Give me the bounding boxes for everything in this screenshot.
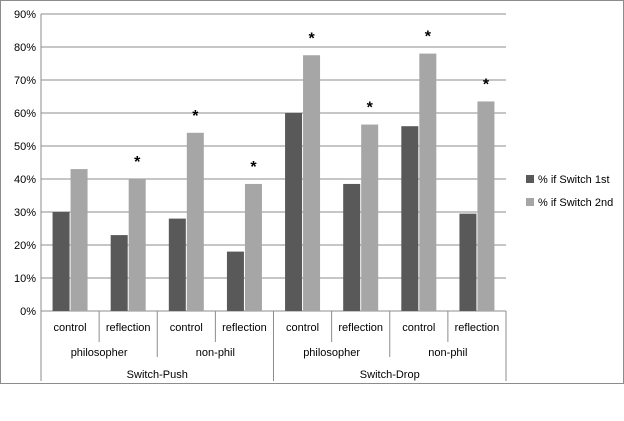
category-label: control xyxy=(170,322,203,334)
bar-switch-2nd xyxy=(186,132,204,311)
y-tick-label: 0% xyxy=(20,306,36,318)
bar-switch-1st xyxy=(459,213,477,311)
category-label: control xyxy=(402,322,435,334)
legend-label: % if Switch 2nd xyxy=(538,197,613,209)
y-tick-label: 80% xyxy=(14,42,36,54)
category-label: reflection xyxy=(222,322,267,334)
bar-switch-2nd xyxy=(128,179,146,311)
bar-switch-2nd xyxy=(303,55,321,311)
bar-switch-2nd xyxy=(70,169,88,311)
bar-switch-1st xyxy=(343,183,361,311)
significance-marker: * xyxy=(192,108,199,125)
supergroup-label: Switch-Drop xyxy=(360,369,420,381)
group-label: non-phil xyxy=(196,347,235,359)
bar-switch-1st xyxy=(110,235,128,311)
y-tick-label: 20% xyxy=(14,240,36,252)
legend-swatch xyxy=(526,198,534,206)
bar-switch-1st xyxy=(52,212,70,311)
y-tick-label: 50% xyxy=(14,141,36,153)
significance-marker: * xyxy=(425,29,432,46)
category-label: reflection xyxy=(338,322,383,334)
y-tick-label: 30% xyxy=(14,207,36,219)
significance-marker: * xyxy=(308,30,315,47)
category-label: control xyxy=(54,322,87,334)
bar-switch-1st xyxy=(285,113,303,311)
significance-marker: * xyxy=(483,76,490,93)
y-tick-label: 70% xyxy=(14,75,36,87)
bar-switch-2nd xyxy=(244,183,262,311)
y-tick-label: 60% xyxy=(14,108,36,120)
bar-switch-2nd xyxy=(477,101,495,311)
category-label: reflection xyxy=(106,322,151,334)
y-tick-label: 90% xyxy=(14,9,36,21)
category-label: reflection xyxy=(455,322,500,334)
group-label: philosopher xyxy=(303,347,360,359)
bar-switch-1st xyxy=(401,126,419,311)
y-tick-label: 10% xyxy=(14,273,36,285)
supergroup-label: Switch-Push xyxy=(127,369,188,381)
significance-marker: * xyxy=(250,159,257,176)
category-label: control xyxy=(286,322,319,334)
significance-marker: * xyxy=(367,100,374,117)
bar-switch-1st xyxy=(226,251,244,311)
y-tick-label: 40% xyxy=(14,174,36,186)
bar-switch-1st xyxy=(168,218,186,311)
legend-swatch xyxy=(526,175,534,183)
group-label: philosopher xyxy=(71,347,128,359)
legend-label: % if Switch 1st xyxy=(538,174,610,186)
bar-switch-2nd xyxy=(361,124,379,311)
bar-switch-2nd xyxy=(419,53,437,311)
significance-marker: * xyxy=(134,154,141,171)
group-label: non-phil xyxy=(428,347,467,359)
